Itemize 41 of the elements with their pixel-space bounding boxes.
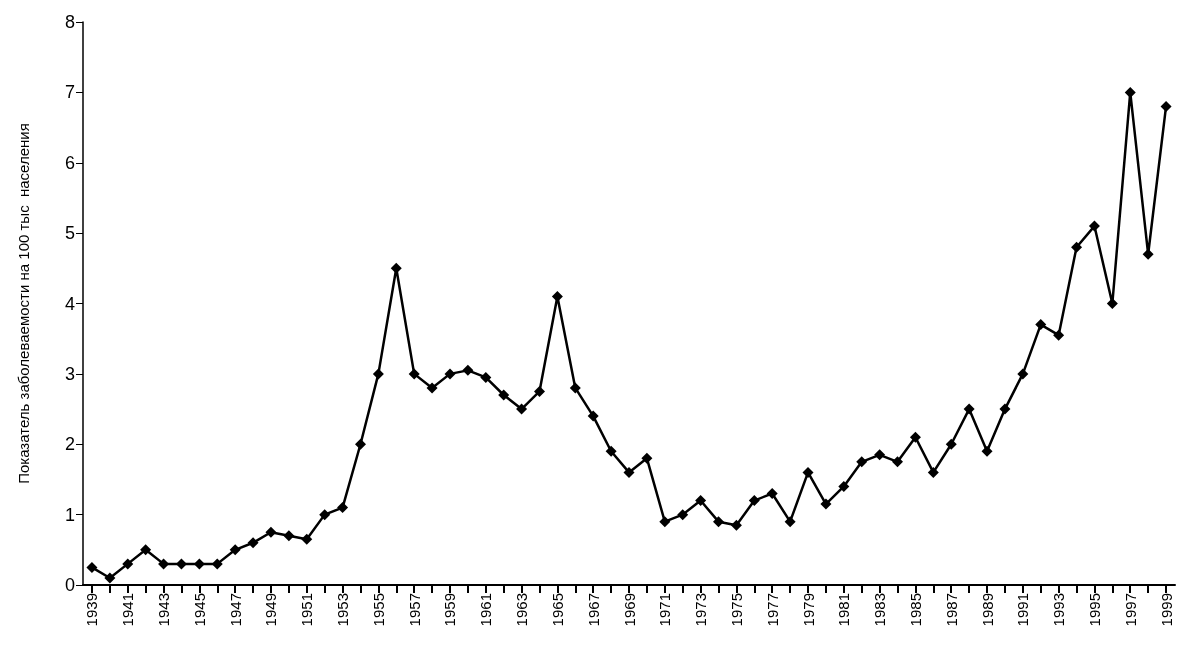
x-tick-label: 1997 — [1121, 593, 1139, 627]
x-tick-label: 1951 — [298, 593, 316, 627]
x-tick-label: 1981 — [835, 593, 853, 627]
x-tick-label: 1959 — [441, 593, 459, 627]
x-tick-label: 1943 — [155, 593, 173, 627]
x-tick-label: 1993 — [1050, 593, 1068, 627]
x-tick-label: 1945 — [190, 593, 208, 627]
x-tick-label: 1941 — [119, 593, 137, 627]
x-tick-label: 1965 — [548, 593, 566, 627]
y-tick-label: 3 — [64, 363, 75, 384]
x-tick-label: 1969 — [620, 593, 638, 627]
x-tick-label: 1939 — [83, 593, 101, 627]
x-tick-label: 1957 — [405, 593, 423, 627]
y-tick-label: 0 — [64, 575, 75, 595]
y-tick-label: 8 — [64, 12, 75, 32]
y-tick-label: 5 — [64, 223, 75, 244]
x-tick-label: 1961 — [477, 593, 495, 627]
x-tick-label: 1987 — [942, 593, 960, 627]
x-tick-label: 1995 — [1085, 593, 1103, 627]
x-tick-label: 1967 — [584, 593, 602, 627]
x-tick-label: 1985 — [906, 593, 924, 627]
x-tick-label: 1977 — [763, 593, 781, 627]
x-tick-label: 1991 — [1014, 593, 1032, 627]
y-tick-label: 1 — [64, 504, 75, 525]
x-tick-label: 1973 — [692, 593, 710, 627]
x-tick-label: 1949 — [262, 593, 280, 627]
x-tick-label: 1947 — [226, 593, 244, 627]
x-tick-label: 1975 — [727, 593, 745, 627]
x-tick-label: 1971 — [656, 593, 674, 627]
x-tick-label: 1955 — [369, 593, 387, 627]
x-tick-label: 1983 — [871, 593, 889, 627]
x-tick-label: 1953 — [334, 593, 352, 627]
y-tick-label: 6 — [64, 152, 75, 173]
y-tick-label: 4 — [64, 293, 75, 314]
x-tick-label: 1989 — [978, 593, 996, 627]
y-axis-title: Показатель заболеваемости на 100 тыс населения — [15, 123, 32, 484]
y-tick-label: 7 — [64, 82, 75, 103]
x-tick-label: 1999 — [1157, 593, 1175, 627]
x-tick-label: 1979 — [799, 593, 817, 627]
y-tick-label: 2 — [64, 434, 75, 455]
x-tick-label: 1963 — [513, 593, 531, 627]
